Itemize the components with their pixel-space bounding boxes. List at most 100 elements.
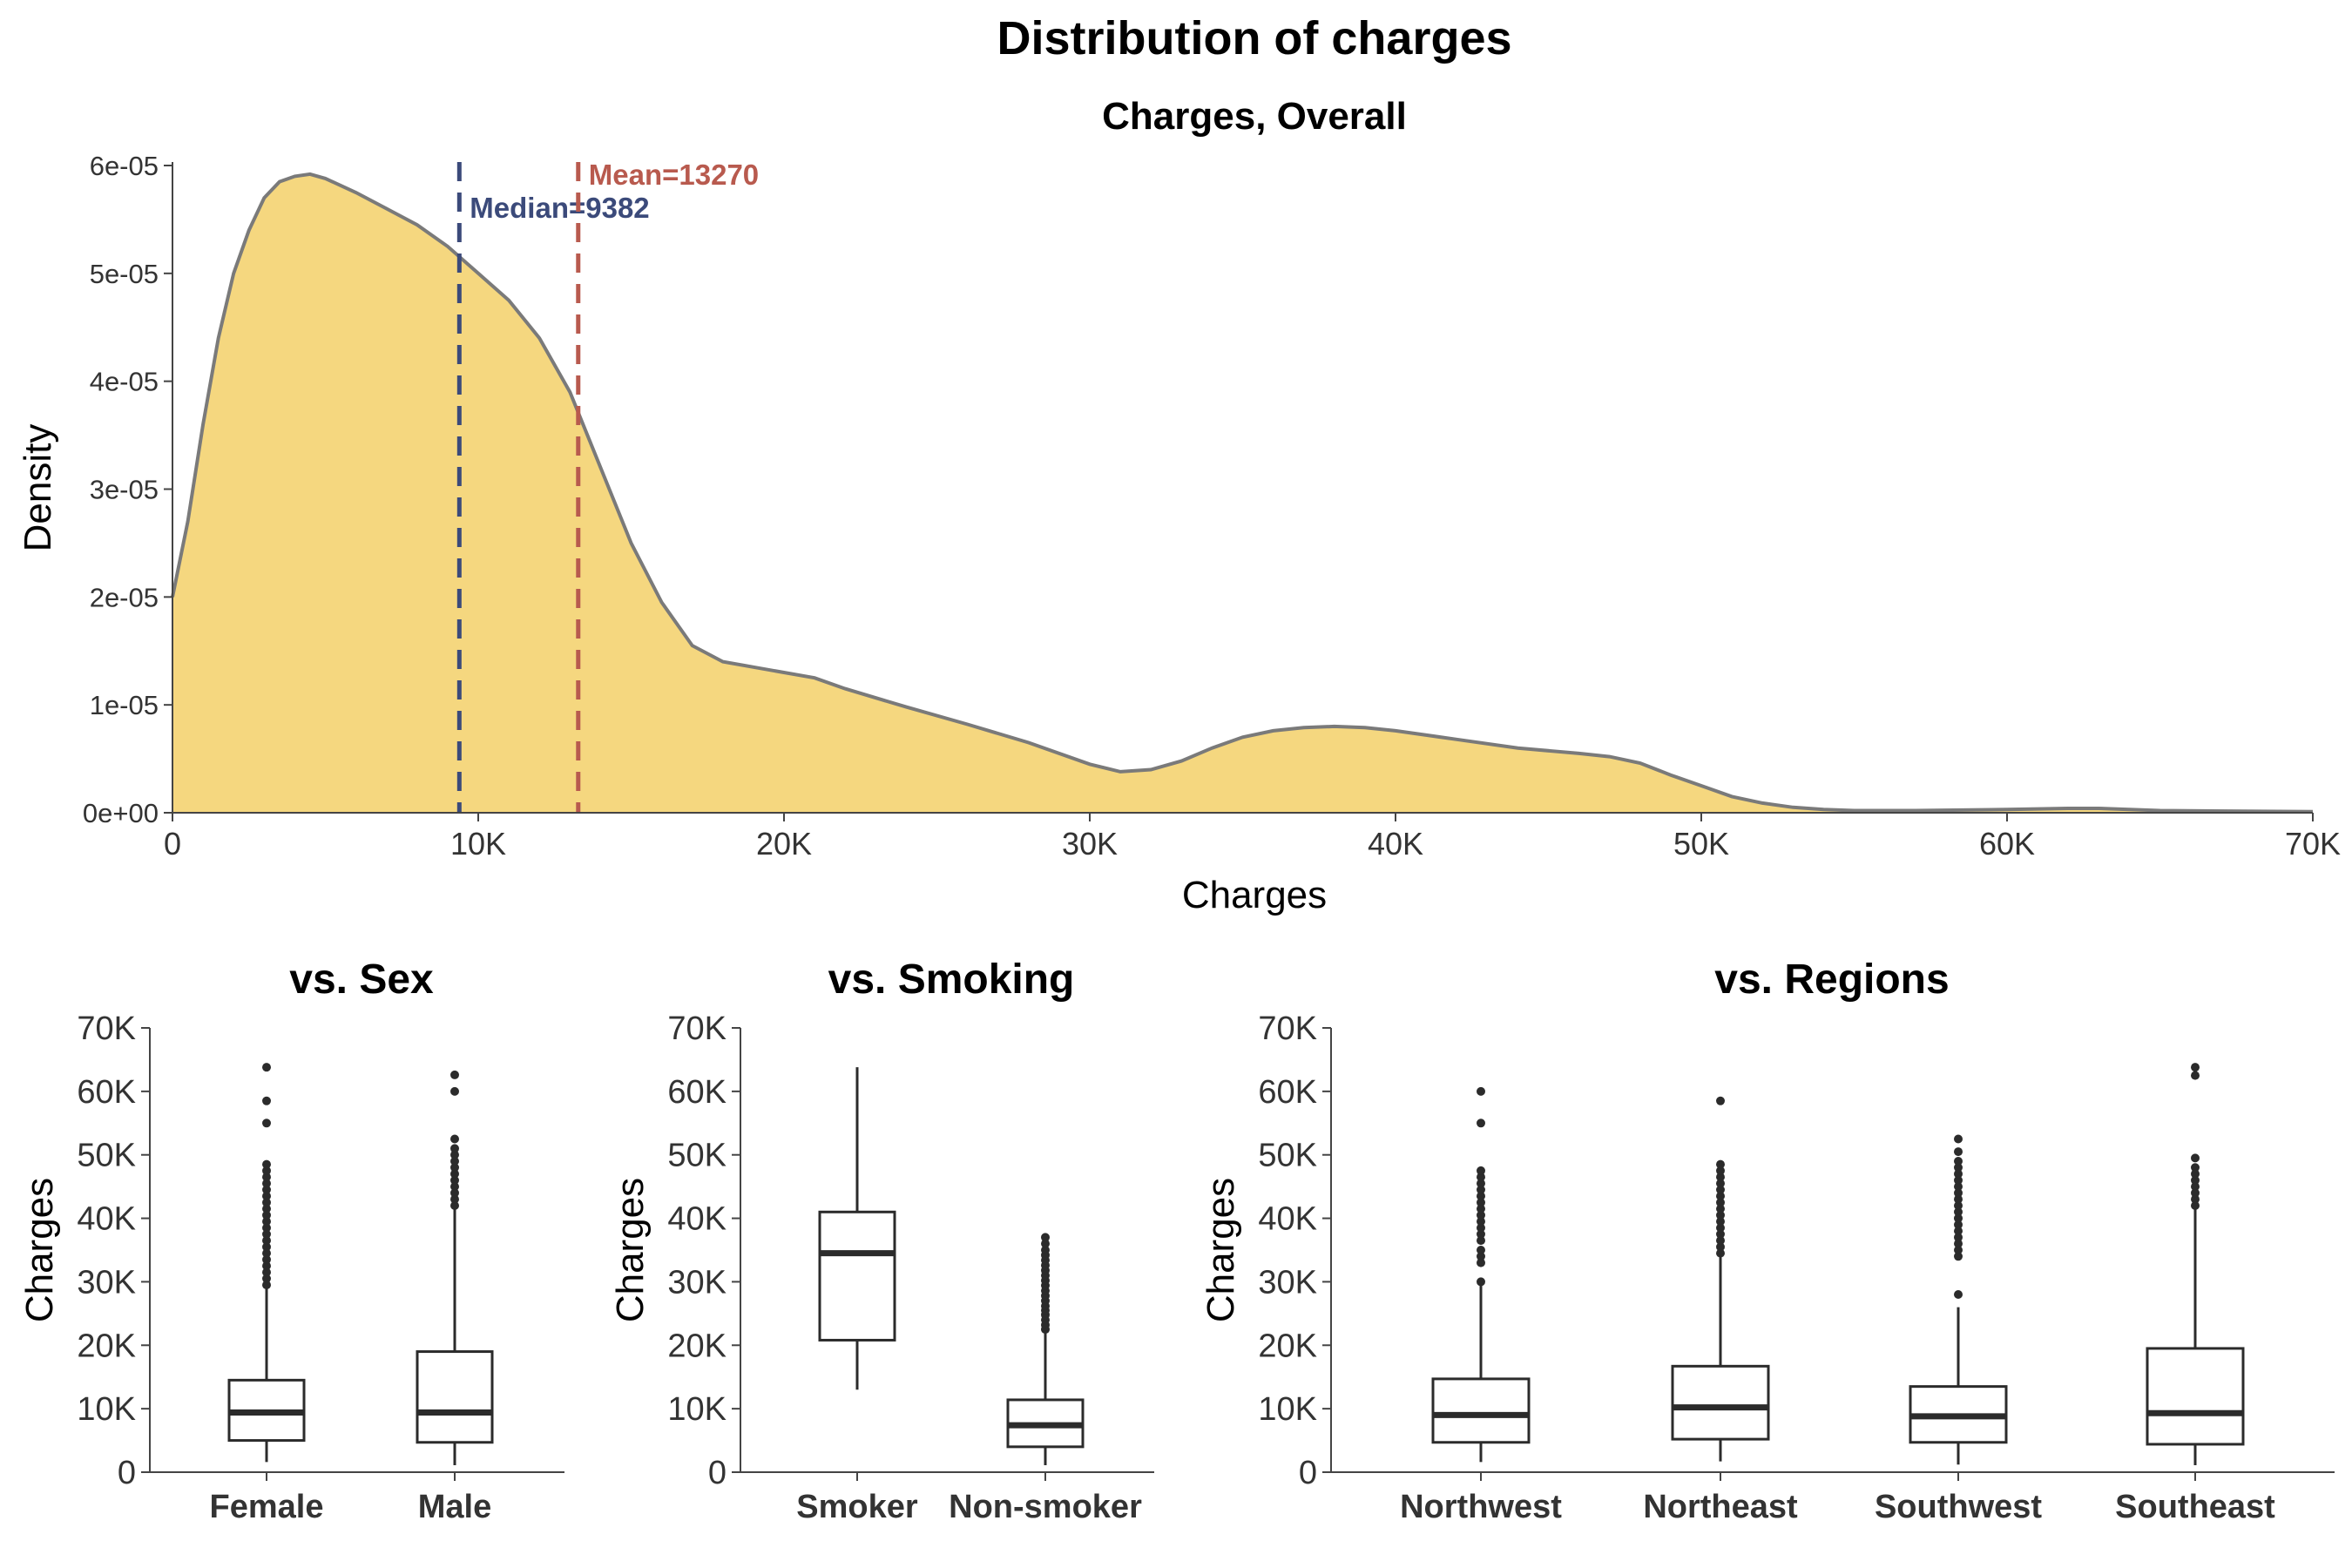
regions-outlier xyxy=(1716,1185,1725,1194)
regions-outlier xyxy=(2191,1063,2200,1072)
regions-y-tick-label: 20K xyxy=(1258,1328,1317,1364)
regions-y-tick-label: 40K xyxy=(1258,1201,1317,1238)
regions-outlier xyxy=(1477,1252,1485,1261)
sex-outlier xyxy=(450,1201,459,1210)
sex-outlier xyxy=(450,1194,459,1204)
regions-outlier xyxy=(1954,1290,1963,1299)
density-title: Charges, Overall xyxy=(1102,95,1407,138)
regions-outlier xyxy=(1716,1173,1725,1182)
sex-y-tick-label: 60K xyxy=(77,1074,136,1111)
sex-outlier xyxy=(262,1179,271,1188)
smoking-y-tick-label: 20K xyxy=(667,1328,727,1364)
sex-y-tick-label: 40K xyxy=(77,1201,136,1238)
density-x-tick-label: 60K xyxy=(1979,826,2035,862)
sex-outlier xyxy=(262,1217,271,1227)
regions-outlier xyxy=(1716,1204,1725,1213)
density-y-tick-label: 3e-05 xyxy=(90,475,159,505)
regions-outlier xyxy=(2191,1175,2200,1185)
sex-panel: vs. Sex Charges 0 10K 20K 30K 40K 50K 60K 70K Fe… xyxy=(18,956,564,1525)
sex-outlier xyxy=(262,1204,271,1213)
regions-outlier xyxy=(1477,1258,1485,1267)
regions-category-label: Southeast xyxy=(2115,1489,2275,1525)
regions-outlier xyxy=(1954,1182,1963,1192)
density-x-tick-label: 30K xyxy=(1062,826,1118,862)
sex-y-tick-label: 50K xyxy=(77,1138,136,1174)
sex-outlier xyxy=(450,1188,459,1198)
regions-y-tick-label: 0 xyxy=(1299,1455,1317,1491)
smoking-outlier xyxy=(1041,1233,1050,1242)
regions-ylabel: Charges xyxy=(1200,1178,1242,1322)
sex-outlier xyxy=(450,1144,459,1153)
smoking-panel: vs. Smoking Charges 0 10K 20K 30K 40K 50K 60K 7… xyxy=(609,956,1154,1525)
regions-outlier xyxy=(1716,1217,1725,1227)
density-y-tick-label: 0e+00 xyxy=(83,798,159,828)
regions-outlier xyxy=(1954,1201,1963,1210)
sex-outlier xyxy=(262,1267,271,1277)
sex-outlier xyxy=(450,1134,459,1144)
regions-outlier xyxy=(1477,1179,1485,1188)
regions-outlier xyxy=(1954,1169,1963,1179)
smoking-ylabel: Charges xyxy=(609,1178,652,1322)
smoking-category-label: Non-smoker xyxy=(949,1489,1142,1525)
regions-outlier xyxy=(1477,1185,1485,1194)
sex-outlier xyxy=(262,1185,271,1194)
regions-outlier xyxy=(1954,1163,1963,1173)
regions-y-tick-label: 60K xyxy=(1258,1074,1317,1111)
regions-outlier xyxy=(1954,1175,1963,1185)
density-y-tick-label: 2e-05 xyxy=(90,582,159,612)
regions-y-tick-label: 10K xyxy=(1258,1391,1317,1428)
regions-outlier xyxy=(1954,1157,1963,1166)
regions-outlier xyxy=(1716,1223,1725,1233)
sex-outlier xyxy=(262,1274,271,1283)
density-x-tick-label: 70K xyxy=(2285,826,2341,862)
regions-outlier xyxy=(1477,1229,1485,1239)
smoking-y-tick-label: 40K xyxy=(667,1201,727,1238)
regions-outlier xyxy=(1954,1239,1963,1248)
sex-outlier xyxy=(262,1096,271,1105)
sex-outlier xyxy=(262,1173,271,1182)
regions-category-label: Northwest xyxy=(1400,1489,1562,1525)
sex-y-tick-label: 0 xyxy=(118,1455,136,1491)
regions-outlier xyxy=(1477,1119,1485,1128)
sex-outlier xyxy=(262,1119,271,1128)
sex-ylabel: Charges xyxy=(18,1178,61,1322)
sex-outlier xyxy=(450,1150,459,1159)
regions-outlier xyxy=(2191,1194,2200,1204)
regions-outlier xyxy=(2191,1163,2200,1173)
sex-y-tick-label: 10K xyxy=(77,1391,136,1428)
sex-outlier xyxy=(262,1192,271,1201)
sex-box xyxy=(416,1350,494,1444)
sex-y-tick-label: 20K xyxy=(77,1328,136,1364)
regions-outlier xyxy=(1954,1188,1963,1198)
sex-outlier xyxy=(262,1248,271,1258)
regions-outlier xyxy=(1477,1198,1485,1207)
regions-outlier xyxy=(1477,1277,1485,1287)
smoking-y-tick-label: 50K xyxy=(667,1138,727,1174)
regions-box xyxy=(1431,1377,1531,1444)
regions-title: vs. Regions xyxy=(1714,956,1949,1003)
regions-outlier xyxy=(1477,1236,1485,1246)
density-x-tick-label: 10K xyxy=(450,826,506,862)
regions-outlier xyxy=(1954,1252,1963,1261)
regions-outlier xyxy=(1954,1227,1963,1236)
sex-category-label: Female xyxy=(210,1489,324,1525)
sex-outlier xyxy=(262,1229,271,1239)
sex-outlier xyxy=(262,1210,271,1220)
regions-y-tick-label: 30K xyxy=(1258,1264,1317,1301)
regions-outlier xyxy=(1716,1210,1725,1220)
regions-outlier xyxy=(1477,1217,1485,1227)
regions-outlier xyxy=(1477,1192,1485,1201)
regions-outlier xyxy=(1716,1198,1725,1207)
sex-outlier xyxy=(262,1166,271,1175)
density-y-tick-label: 4e-05 xyxy=(90,367,159,397)
regions-outlier xyxy=(1716,1159,1725,1169)
regions-outlier xyxy=(1716,1242,1725,1252)
regions-outlier xyxy=(1716,1166,1725,1175)
sex-y-tick-label: 30K xyxy=(77,1264,136,1301)
density-y-tick-label: 1e-05 xyxy=(90,690,159,720)
regions-outlier xyxy=(1477,1246,1485,1254)
density-x-tick-label: 50K xyxy=(1673,826,1729,862)
sex-outlier xyxy=(450,1163,459,1173)
figure-title: Distribution of charges xyxy=(997,12,1511,64)
